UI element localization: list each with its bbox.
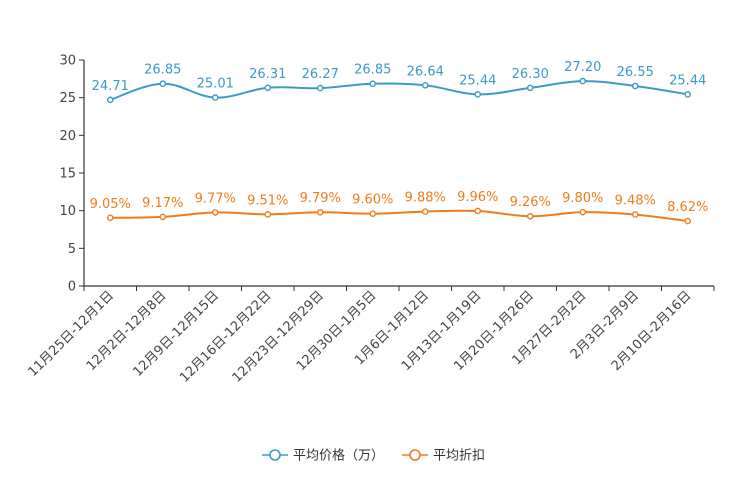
data-point [631, 82, 639, 90]
data-label: 9.79% [300, 191, 341, 206]
data-label: 9.48% [615, 194, 656, 209]
data-label: 9.17% [142, 196, 183, 211]
data-label: 25.01 [197, 77, 234, 92]
data-label: 25.44 [459, 73, 496, 88]
data-label: 9.51% [247, 193, 288, 208]
x-tick-label: 12月23日-12月29日 [230, 288, 327, 385]
data-point [369, 210, 377, 217]
data-label: 9.05% [90, 197, 131, 212]
data-label: 26.55 [617, 65, 654, 80]
y-tick-label: 20 [59, 129, 76, 144]
legend-marker [409, 449, 421, 461]
y-tick-label: 15 [59, 167, 76, 182]
data-point [421, 82, 429, 89]
data-label: 26.30 [512, 67, 549, 82]
y-tick-label: 10 [59, 204, 76, 219]
data-label: 9.26% [510, 195, 551, 210]
series-line [110, 209, 688, 223]
data-label: 26.64 [407, 64, 444, 79]
y-axis: 0 5 10 15 20 25 30 [59, 54, 85, 295]
data-point [474, 91, 482, 98]
x-tick-label: 12月16日-12月22日 [177, 288, 274, 385]
data-point [579, 208, 587, 216]
legend-item-1: 平均折扣 [402, 449, 485, 464]
series-layer: 24.71 26.85 25.01 26.31 26.27 26.85 26.64 25.44… [90, 60, 708, 225]
data-point [211, 94, 219, 101]
data-label: 26.31 [249, 67, 286, 82]
data-label: 9.80% [562, 191, 603, 206]
data-point [159, 213, 167, 221]
data-label: 26.27 [302, 67, 339, 82]
data-point [106, 214, 114, 222]
data-label: 9.60% [352, 193, 393, 208]
y-tick-label: 25 [59, 91, 76, 106]
data-point [684, 91, 692, 98]
data-label: 8.62% [667, 200, 708, 215]
data-label: 25.44 [669, 73, 706, 88]
data-point [316, 84, 324, 92]
data-label: 24.71 [92, 79, 129, 94]
legend-label: 平均折扣 [433, 449, 485, 464]
data-point [264, 211, 272, 218]
legend-item-0: 平均价格（万） [262, 448, 384, 464]
data-label: 9.88% [405, 191, 446, 206]
data-point [369, 80, 377, 88]
data-point [526, 84, 534, 92]
x-axis: 11月25日-12月1日12月2日-12月8日12月9日-12月15日12月16… [25, 285, 715, 386]
data-label: 9.77% [195, 191, 236, 206]
legend: 平均价格（万） 平均折扣 [262, 448, 485, 464]
legend-marker [269, 449, 281, 461]
data-point [159, 80, 167, 88]
series-0: 24.71 26.85 25.01 26.31 26.27 26.85 26.64 25.44… [92, 60, 706, 104]
data-point [264, 84, 272, 92]
x-tick-label: 11月25日-12月1日 [25, 288, 117, 380]
y-tick-label: 5 [68, 242, 76, 257]
data-point [579, 77, 587, 85]
data-point [316, 208, 324, 216]
data-point [106, 96, 114, 104]
data-label: 26.85 [354, 63, 391, 78]
data-point [421, 208, 429, 215]
data-point [631, 211, 639, 218]
y-tick-label: 30 [59, 54, 76, 69]
data-label: 27.20 [564, 60, 601, 75]
data-label: 9.96% [457, 190, 498, 205]
legend-label: 平均价格（万） [293, 448, 384, 464]
series-line [109, 80, 688, 101]
data-point [684, 217, 692, 225]
data-label: 26.85 [144, 63, 181, 78]
y-tick-label: 0 [68, 280, 76, 295]
data-point [474, 207, 482, 215]
series-1: 9.05% 9.17% 9.77% 9.51% 9.79% 9.60% 9.88% 9.96%… [90, 190, 708, 225]
data-point [211, 209, 219, 216]
data-point [526, 212, 534, 220]
